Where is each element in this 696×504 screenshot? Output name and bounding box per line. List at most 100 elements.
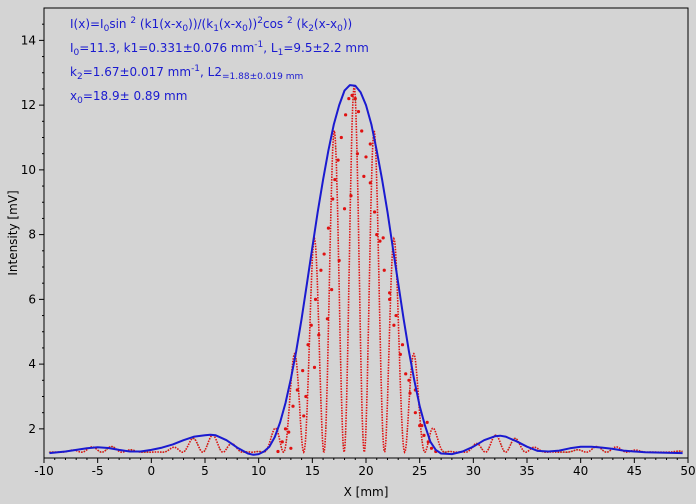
data-point (325, 317, 329, 321)
data-point (350, 93, 354, 98)
data-point (388, 291, 392, 295)
data-point (362, 174, 366, 178)
data-point (333, 177, 337, 182)
data-point (344, 113, 348, 117)
x-tick-label: 5 (201, 464, 209, 478)
data-point (302, 414, 306, 418)
x-tick-label: 15 (305, 464, 320, 478)
faint-point (367, 357, 369, 359)
data-point (322, 252, 326, 256)
data-point (429, 446, 434, 450)
x-tick-label: 30 (466, 464, 481, 478)
data-point (309, 323, 313, 327)
y-tick-label: 14 (21, 33, 36, 47)
data-point (381, 236, 385, 240)
faint-point (500, 444, 502, 446)
y-axis-title: Intensity [mV] (6, 190, 20, 275)
data-point (339, 135, 343, 140)
data-point (422, 433, 426, 437)
data-oscillation-line (49, 86, 683, 454)
data-point (368, 142, 372, 146)
y-tick-label: 10 (21, 163, 36, 177)
data-point (400, 343, 405, 347)
x-tick-label: 25 (412, 464, 427, 478)
faint-point (510, 443, 512, 445)
data-point (291, 404, 295, 408)
data-point (319, 268, 323, 272)
data-point (342, 207, 347, 211)
faint-point (419, 413, 421, 415)
data-point (326, 226, 331, 230)
data-point (388, 297, 392, 301)
faint-point (488, 447, 490, 449)
faint-point (219, 448, 221, 450)
data-point (283, 427, 288, 431)
x-tick-label: 10 (251, 464, 266, 478)
data-point (349, 194, 353, 198)
x-tick-label: -5 (92, 464, 104, 478)
faint-point (310, 290, 312, 292)
data-point (392, 323, 396, 327)
data-point (353, 97, 357, 101)
x-tick-label: 50 (680, 464, 695, 478)
data-point (287, 430, 291, 434)
y-tick-label: 6 (28, 292, 36, 306)
data-point (312, 365, 317, 369)
data-point (425, 420, 429, 424)
data-point (289, 446, 293, 450)
faint-point (567, 451, 569, 453)
data-point (301, 368, 305, 373)
data-point (280, 440, 284, 444)
faint-point (295, 359, 297, 361)
faint-point (515, 437, 517, 440)
data-point (295, 388, 299, 392)
faint-point (446, 451, 448, 453)
x-axis-title: X [mm] (344, 485, 389, 499)
x-tick-label: 45 (627, 464, 642, 478)
labels-layer: -10 -5 0 5 10 15 20 25 30 35 40 45 50 2 4 6 8 10 12 14 X [mm… (6, 33, 696, 499)
x-tick-label: 35 (519, 464, 534, 478)
data-point (372, 210, 377, 214)
data-point (347, 97, 351, 101)
data-point (356, 109, 361, 114)
faint-point (359, 335, 362, 337)
y-tick-label: 12 (21, 98, 36, 112)
faint-point (335, 146, 337, 148)
data-point (337, 258, 341, 263)
annotation-layer: I(x)=I0sin 2 (k1(x-x0))/(k1(x-x0))2cos 2… (70, 16, 369, 106)
faint-point (396, 293, 399, 295)
faint-point (443, 451, 445, 453)
data-point (420, 424, 424, 428)
x-tick-label: 0 (148, 464, 156, 478)
data-point (276, 449, 280, 454)
faint-point (347, 329, 349, 332)
data-point (375, 233, 379, 237)
y-tick-label: 8 (28, 228, 36, 242)
data-point (404, 372, 408, 376)
data-point (304, 394, 308, 399)
data-point (313, 297, 318, 301)
annotation-line: k2=1.67±0.017 mm-1, L2=1.88±0.019 mm (70, 64, 303, 82)
x-tick-label: 40 (573, 464, 588, 478)
data-point (306, 343, 310, 347)
data-point (330, 288, 334, 292)
y-tick-label: 4 (28, 357, 36, 371)
data-point (331, 197, 335, 201)
data-point (408, 391, 412, 395)
data-point (364, 155, 368, 159)
faint-point (354, 100, 357, 102)
annotation-line: x0=18.9± 0.89 mm (70, 89, 187, 106)
series-layer (48, 84, 683, 456)
data-point (336, 158, 340, 162)
faint-point (680, 450, 682, 452)
data-point (407, 378, 411, 382)
plot-area (44, 8, 688, 458)
faint-point (325, 426, 327, 428)
data-point (360, 129, 364, 133)
data-point (382, 268, 386, 272)
faint-point (382, 429, 384, 431)
data-point (317, 333, 321, 337)
x-tick-label: 20 (358, 464, 373, 478)
annotation-line: I(x)=I0sin 2 (k1(x-x0))/(k1(x-x0))2cos 2… (70, 16, 352, 34)
